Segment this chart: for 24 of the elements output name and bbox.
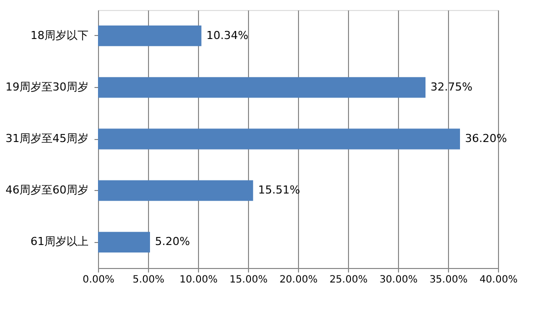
data-label: 36.20% — [465, 132, 507, 145]
x-tick-label: 20.00% — [279, 274, 318, 286]
y-tick-label: 46周岁至60周岁 — [6, 184, 88, 197]
data-label: 32.75% — [430, 80, 472, 94]
y-tick-label: 18周岁以下 — [30, 28, 88, 42]
data-label: 10.34% — [206, 28, 248, 42]
x-tick-label: 40.00% — [479, 274, 518, 286]
y-tick-label: 31周岁至45周岁 — [6, 132, 88, 145]
x-tick-label: 15.00% — [229, 274, 268, 286]
x-tick-label: 35.00% — [429, 274, 468, 286]
data-label: 15.51% — [258, 184, 300, 197]
bar — [98, 232, 150, 253]
bar — [98, 25, 202, 46]
y-tick-label: 19周岁至30周岁 — [6, 80, 88, 94]
bar — [98, 180, 254, 201]
x-tick-label: 25.00% — [329, 274, 368, 286]
data-label: 5.20% — [155, 235, 190, 248]
bar — [98, 128, 460, 150]
bar — [98, 77, 426, 98]
x-tick-label: 0.00% — [82, 274, 114, 286]
x-tick-label: 10.00% — [179, 274, 218, 286]
x-tick-label: 5.00% — [132, 274, 164, 286]
y-tick-label: 61周岁以上 — [30, 235, 88, 248]
x-tick-label: 30.00% — [379, 274, 418, 286]
